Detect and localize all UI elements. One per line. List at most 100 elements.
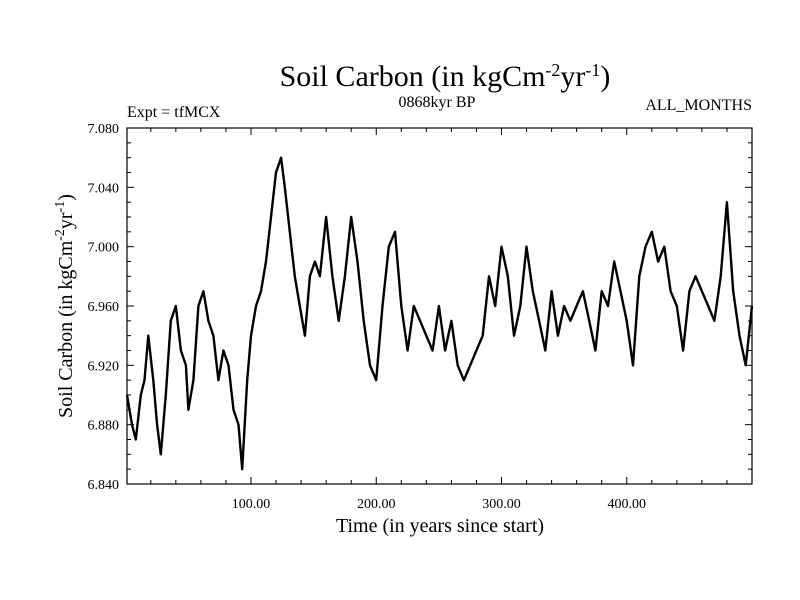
y-tick-label: 6.880 [88,419,120,434]
data-point [438,305,440,307]
data-point [202,290,205,292]
data-point [319,275,321,277]
data-point [488,275,490,277]
data-point [363,320,365,322]
data-point [217,379,220,381]
data-point [222,349,225,352]
data-point [450,320,452,322]
data-point [676,305,678,307]
data-point [569,320,571,322]
data-point [369,364,371,366]
data-point [246,379,248,381]
data-point [170,320,172,322]
data-point [557,335,559,337]
y-tick-label: 6.920 [88,359,120,374]
data-point [732,290,734,292]
data-point [232,409,235,411]
data-point [400,305,402,307]
data-point [309,275,311,277]
y-tick-label: 6.960 [88,300,120,315]
data-point [432,349,434,352]
data-point [538,320,540,322]
data-point [260,290,262,292]
data-point [135,438,137,441]
data-point [695,275,697,277]
data-point [270,216,272,218]
data-point [237,424,240,426]
data-point [325,216,327,218]
data-point [563,305,565,307]
data-point [701,290,703,292]
data-point [469,364,471,366]
data-point [594,349,597,352]
data-point [175,305,177,307]
x-tick-label: 100.00 [232,497,271,512]
data-point [255,305,257,307]
y-axis-label: Soil Carbon (in kgCm-2yr-1) [53,194,77,418]
data-point [651,231,653,233]
series-group [125,156,754,471]
data-point [663,246,665,248]
data-point [632,364,634,366]
data-point [507,275,509,277]
y-tick-label: 7.040 [88,181,120,196]
data-point [532,290,534,292]
series-line [125,156,754,471]
data-point [457,364,459,366]
data-point [601,290,603,292]
data-point [289,231,291,233]
data-point [394,231,396,233]
data-point [751,305,753,307]
data-point [126,394,128,396]
data-point [250,335,252,337]
data-point [280,157,282,159]
data-point [185,364,187,366]
data-point [607,305,609,307]
data-point [299,305,301,307]
subtitle-center: 0868kyr BP [399,94,476,111]
data-point [682,349,684,352]
data-point [613,260,615,263]
data-point [187,409,189,411]
data-point [160,453,162,455]
data-point [406,349,409,352]
data-point [284,186,286,188]
data-point [241,468,243,470]
data-point [331,275,334,277]
data-point [720,275,722,277]
data-point [314,260,316,263]
subtitle-left: Expt = tfMCX [127,104,221,121]
data-point [494,305,496,307]
data-point [180,349,182,352]
data-point [738,335,741,337]
data-point [338,320,340,322]
data-point [207,320,210,322]
x-tick-label: 200.00 [357,497,396,512]
data-point [227,364,230,366]
data-point [500,246,503,248]
data-point [212,335,215,337]
data-point [475,349,478,352]
data-point [513,335,515,337]
data-point [350,216,352,218]
data-point [375,379,377,381]
data-point [519,305,521,307]
x-axis-ticks: 100.00 200.00 300.00 400.00 [150,128,728,512]
data-point [619,290,622,292]
data-point [688,290,690,292]
data-point [669,290,672,292]
data-point [388,246,390,248]
data-point [713,320,716,322]
data-point [726,201,728,203]
data-point [304,335,306,337]
data-point [147,335,149,337]
data-point [588,320,590,322]
data-point [294,275,296,277]
data-point [425,335,427,337]
subtitle-right: ALL_MONTHS [645,97,752,114]
data-point [192,379,194,381]
data-point [381,305,384,307]
data-point [626,320,628,322]
data-point [275,171,277,174]
